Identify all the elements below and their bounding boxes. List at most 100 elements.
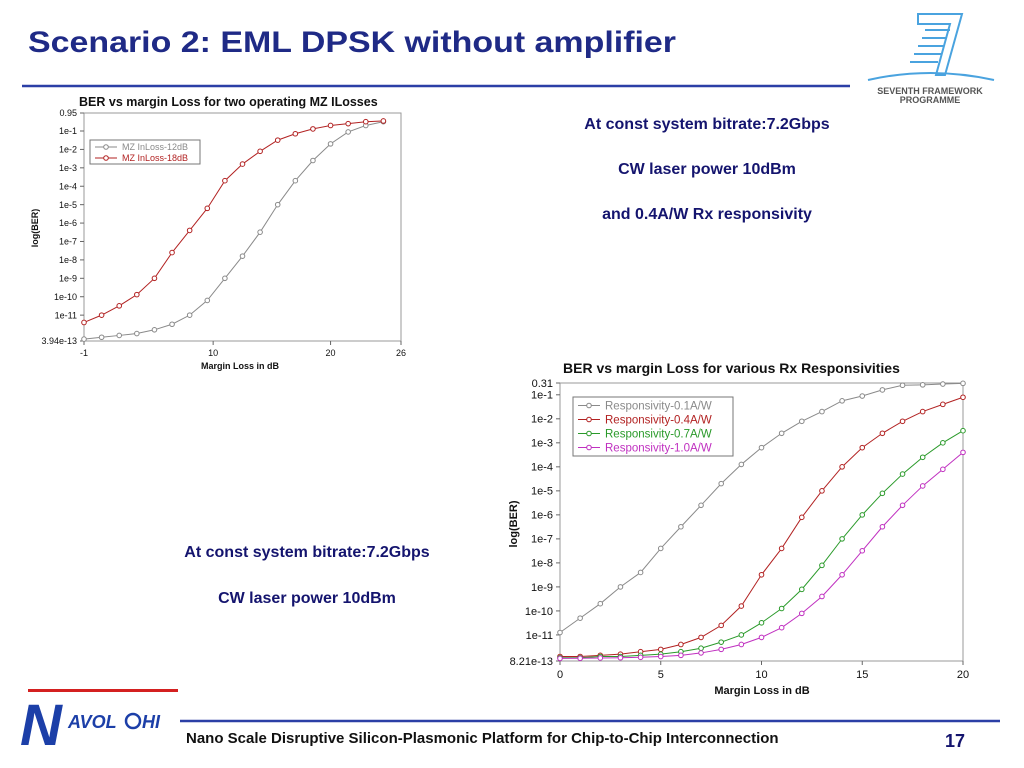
- y-tick-label: 1e-11: [55, 310, 77, 320]
- data-point: [919, 408, 926, 415]
- legend-marker: [586, 416, 592, 423]
- data-point: [758, 634, 765, 641]
- logo-letter: N: [20, 693, 63, 758]
- note: CW laser power 10dBm: [618, 161, 796, 178]
- data-point: [879, 430, 886, 437]
- y-tick-label: 1e-5: [531, 486, 553, 498]
- y-tick-label: 1e-6: [531, 510, 553, 522]
- data-point: [597, 655, 604, 661]
- data-point: [557, 629, 563, 636]
- data-point: [327, 141, 334, 147]
- data-point: [678, 652, 684, 659]
- data-point: [657, 646, 664, 653]
- data-point: [919, 454, 926, 461]
- data-point: [879, 387, 886, 393]
- y-tick-label: 3.94e-13: [41, 336, 77, 346]
- data-point: [718, 646, 725, 653]
- data-point: [557, 655, 563, 662]
- slide-title: Scenario 2: EML DPSK without amplifier: [28, 26, 676, 59]
- legend-marker: [586, 430, 592, 437]
- data-point: [617, 654, 624, 661]
- data-point: [678, 641, 684, 648]
- data-point: [819, 408, 825, 415]
- data-point: [819, 593, 825, 600]
- data-point: [960, 380, 966, 387]
- x-tick-label: -1: [80, 348, 88, 358]
- data-point: [819, 488, 825, 494]
- data-point: [698, 650, 704, 656]
- data-point: [819, 562, 825, 569]
- data-point: [257, 148, 263, 155]
- x-axis-label: Margin Loss in dB: [201, 361, 280, 371]
- y-tick-label: 1e-2: [59, 145, 77, 155]
- data-point: [657, 545, 664, 552]
- legend-marker: [103, 144, 109, 150]
- data-point: [637, 569, 644, 576]
- data-point: [758, 571, 765, 578]
- data-point: [899, 418, 906, 425]
- y-axis-label: log(BER): [30, 209, 40, 248]
- data-point: [186, 312, 193, 318]
- data-point: [310, 157, 316, 164]
- data-point: [738, 641, 745, 648]
- data-point: [960, 449, 966, 456]
- data-point: [778, 605, 785, 612]
- legend-marker: [103, 155, 109, 161]
- data-point: [239, 253, 246, 259]
- data-point: [134, 291, 140, 298]
- data-point: [151, 326, 158, 333]
- x-axis-label: Margin Loss in dB: [714, 685, 809, 697]
- data-point: [940, 440, 946, 446]
- data-point: [310, 126, 316, 132]
- legend-marker: [586, 444, 592, 451]
- y-tick-label: 1e-3: [59, 163, 77, 173]
- data-point: [758, 444, 765, 451]
- legend-label: Responsivity-0.7A/W: [605, 429, 712, 441]
- data-point: [169, 321, 175, 328]
- data-point: [718, 622, 725, 629]
- data-point: [116, 332, 123, 339]
- y-axis-label: log(BER): [508, 500, 520, 547]
- y-tick-label: 1e-3: [531, 438, 553, 450]
- data-point: [940, 401, 946, 408]
- data-point: [204, 205, 211, 212]
- note: and 0.4A/W Rx responsivity: [602, 206, 812, 223]
- page-number: 17: [945, 731, 965, 751]
- x-tick-label: 26: [396, 348, 406, 358]
- data-point: [637, 654, 644, 661]
- data-point: [799, 418, 805, 425]
- project-logo: N AVOL HI: [20, 689, 178, 758]
- y-tick-label: 1e-8: [59, 255, 77, 265]
- data-point: [799, 586, 805, 593]
- data-point: [839, 398, 845, 404]
- legend-label: Responsivity-1.0A/W: [605, 443, 712, 455]
- legend-box: [572, 396, 734, 457]
- data-point: [839, 464, 845, 470]
- data-point: [778, 430, 785, 437]
- data-point: [257, 229, 263, 235]
- note: At const system bitrate:7.2Gbps: [584, 116, 830, 133]
- data-point: [778, 545, 785, 552]
- x-tick-label: 20: [957, 669, 969, 681]
- data-point: [657, 653, 664, 660]
- x-tick-label: 5: [658, 669, 664, 681]
- y-tick-label: 1e-5: [59, 200, 77, 210]
- note: CW laser power 10dBm: [218, 590, 396, 607]
- plot-frame: [83, 112, 402, 342]
- data-point: [738, 603, 745, 609]
- y-tick-label: 1e-4: [59, 181, 77, 191]
- legend-label: MZ InLoss-12dB: [122, 142, 188, 152]
- data-point: [899, 502, 906, 509]
- data-point: [879, 490, 886, 497]
- data-point: [960, 394, 966, 401]
- data-point: [859, 444, 866, 451]
- y-tick-label: 1e-9: [59, 273, 77, 283]
- data-point: [222, 177, 228, 184]
- data-point: [134, 330, 140, 337]
- y-tick-label: 1e-8: [531, 558, 553, 570]
- data-point: [116, 303, 123, 309]
- data-point: [204, 297, 211, 304]
- data-point: [81, 336, 87, 342]
